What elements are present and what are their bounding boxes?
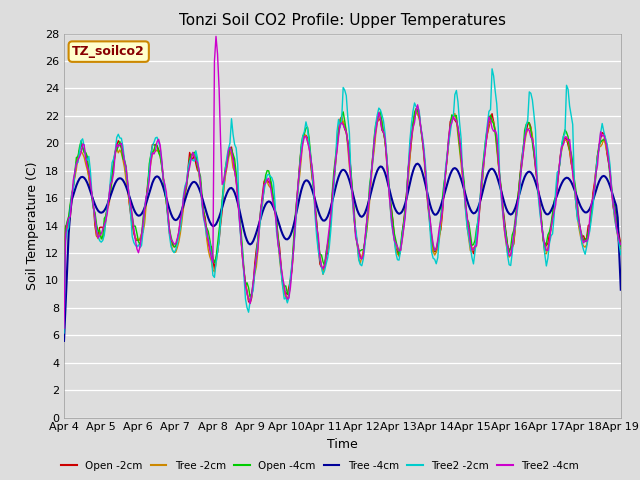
Text: TZ_soilco2: TZ_soilco2 bbox=[72, 45, 145, 58]
X-axis label: Time: Time bbox=[327, 438, 358, 451]
Y-axis label: Soil Temperature (C): Soil Temperature (C) bbox=[26, 161, 39, 290]
Title: Tonzi Soil CO2 Profile: Upper Temperatures: Tonzi Soil CO2 Profile: Upper Temperatur… bbox=[179, 13, 506, 28]
Legend: Open -2cm, Tree -2cm, Open -4cm, Tree -4cm, Tree2 -2cm, Tree2 -4cm: Open -2cm, Tree -2cm, Open -4cm, Tree -4… bbox=[57, 456, 583, 475]
